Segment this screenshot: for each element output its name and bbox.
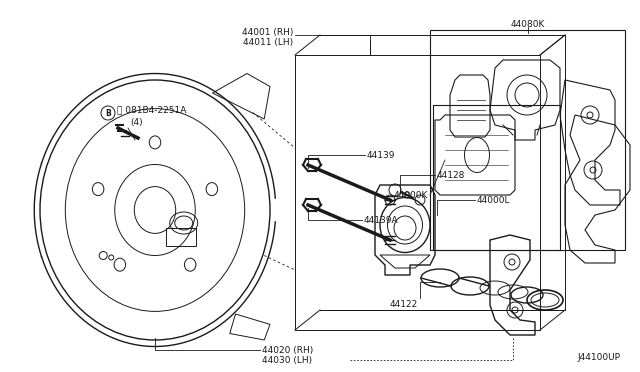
Text: 44020 (RH): 44020 (RH) xyxy=(262,346,313,355)
Text: 44000K: 44000K xyxy=(394,190,428,199)
Text: 44139A: 44139A xyxy=(364,215,399,224)
Text: B: B xyxy=(105,109,111,118)
Text: 44000L: 44000L xyxy=(477,196,511,205)
Text: 44128: 44128 xyxy=(437,170,465,180)
Text: 44001 (RH): 44001 (RH) xyxy=(242,28,293,36)
Text: (4): (4) xyxy=(130,118,143,126)
Text: 44122: 44122 xyxy=(390,300,418,309)
Text: Ⓑ 081B4-2251A: Ⓑ 081B4-2251A xyxy=(117,106,186,115)
Text: J44100UP: J44100UP xyxy=(577,353,620,362)
Text: 44139: 44139 xyxy=(367,151,396,160)
Text: 44080K: 44080K xyxy=(511,19,545,29)
Text: 44011 (LH): 44011 (LH) xyxy=(243,38,293,46)
Text: 44030 (LH): 44030 (LH) xyxy=(262,356,312,365)
